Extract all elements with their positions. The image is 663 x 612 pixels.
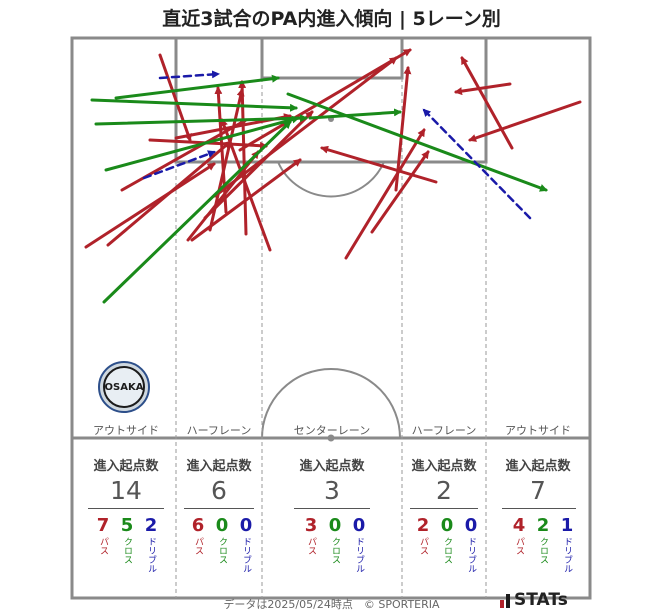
dribble-count: 0	[239, 515, 253, 536]
stat-underline	[294, 508, 370, 509]
pass-arrow	[320, 145, 438, 184]
pass-label: パス	[514, 537, 524, 555]
center-spot	[327, 434, 335, 442]
lane-label-halfspace-left: ハーフレーン	[186, 424, 252, 437]
lane-stat-heading: 進入起点数	[505, 459, 571, 474]
lane-label-outside-right: アウトサイド	[505, 424, 571, 437]
lane-entry-total: 6	[211, 476, 227, 505]
dribble-count: 0	[352, 515, 366, 536]
pass-count: 2	[416, 515, 430, 536]
cross-arrow	[90, 98, 298, 112]
cross-arrow	[94, 114, 308, 126]
pass-label: パス	[193, 537, 203, 555]
pass-label: パス	[418, 537, 428, 555]
cross-count: 0	[440, 515, 454, 536]
pass-count: 6	[191, 515, 205, 536]
stat-underline	[184, 508, 254, 509]
dribble-count: 1	[560, 515, 574, 536]
lane-breakdown: 2 パス 0 クロス 0 ドリブル	[414, 515, 480, 574]
lane-entry-total: 3	[324, 476, 340, 505]
cross-count: 5	[120, 515, 134, 536]
page-title: 直近3試合のPA内進入傾向 | 5レーン別	[162, 8, 501, 30]
dribble-count: 0	[464, 515, 478, 536]
lane-label-outside-left: アウトサイド	[93, 424, 159, 437]
pass-arrow	[220, 118, 272, 252]
dribble-arrow	[422, 108, 532, 220]
entry-arrows	[84, 48, 582, 304]
dribble-arrow	[158, 70, 220, 80]
cross-count: 0	[328, 515, 342, 536]
lane-stat-heading: 進入起点数	[93, 459, 159, 474]
cross-label: クロス	[217, 537, 227, 564]
pass-arrow	[84, 162, 216, 249]
dribble-label: ドリブル	[354, 537, 364, 573]
stat-underline	[88, 508, 164, 509]
pass-arrow	[158, 53, 192, 142]
lane-breakdown: 3 パス 0 クロス 0 ドリブル	[302, 515, 368, 574]
stats-bars-icon	[500, 592, 510, 608]
penalty-arc	[277, 161, 385, 198]
cross-arrow	[308, 108, 402, 120]
pass-arrow	[214, 86, 228, 214]
lane-label-halfspace-right: ハーフレーン	[411, 424, 477, 437]
pass-arrow	[344, 128, 426, 260]
lane-stat-heading: 進入起点数	[186, 459, 252, 474]
pass-count: 4	[512, 515, 526, 536]
cross-count: 0	[215, 515, 229, 536]
dribble-label: ドリブル	[562, 537, 572, 573]
cross-arrow	[114, 74, 280, 100]
pass-arrow	[106, 140, 232, 247]
pass-arrow	[454, 82, 512, 96]
lane-breakdown: 4 パス 2 クロス 1 ドリブル	[510, 515, 576, 574]
dribble-label: ドリブル	[146, 537, 156, 573]
center-circle	[261, 368, 401, 439]
pass-arrow	[238, 48, 412, 152]
dribble-arrow	[142, 150, 216, 180]
goal-area	[260, 36, 404, 80]
dribble-count: 2	[144, 515, 158, 536]
dribble-label: ドリブル	[466, 537, 476, 573]
cross-label: クロス	[330, 537, 340, 564]
lane-breakdown: 7 パス 5 クロス 2 ドリブル	[94, 515, 160, 574]
dribble-label: ドリブル	[241, 537, 251, 573]
pass-count: 3	[304, 515, 318, 536]
pass-arrow	[468, 100, 582, 142]
pass-count: 7	[96, 515, 110, 536]
cross-arrow	[104, 115, 300, 172]
lane-stat-heading: 進入起点数	[411, 459, 477, 474]
cross-label: クロス	[122, 537, 132, 564]
brand-name: STATs	[514, 590, 568, 610]
pass-arrow	[370, 150, 430, 234]
cross-count: 2	[536, 515, 550, 536]
lane-label-center: センターレーン	[293, 424, 371, 437]
cross-arrow	[102, 120, 292, 304]
lane-entry-total: 2	[436, 476, 452, 505]
club-badge: OSAKA	[98, 361, 150, 413]
brand-logo: STATs	[500, 590, 568, 610]
cross-label: クロス	[442, 537, 452, 564]
stat-underline	[410, 508, 478, 509]
pass-arrow	[186, 150, 260, 242]
lane-entry-total: 14	[110, 476, 142, 505]
cross-arrow	[286, 92, 548, 192]
data-date-footer: データは2025/05/24時点 © SPORTERIA	[223, 598, 440, 611]
pass-label: パス	[98, 537, 108, 555]
stat-underline	[502, 508, 576, 509]
lane-stat-heading: 進入起点数	[299, 459, 365, 474]
cross-label: クロス	[538, 537, 548, 564]
pass-arrow	[213, 56, 398, 198]
lane-entry-total: 7	[530, 476, 546, 505]
pass-arrow	[460, 56, 514, 150]
lane-breakdown: 6 パス 0 クロス 0 ドリブル	[189, 515, 255, 574]
club-badge-emblem: OSAKA	[103, 366, 145, 408]
pass-label: パス	[306, 537, 316, 555]
pass-arrow	[203, 110, 314, 220]
